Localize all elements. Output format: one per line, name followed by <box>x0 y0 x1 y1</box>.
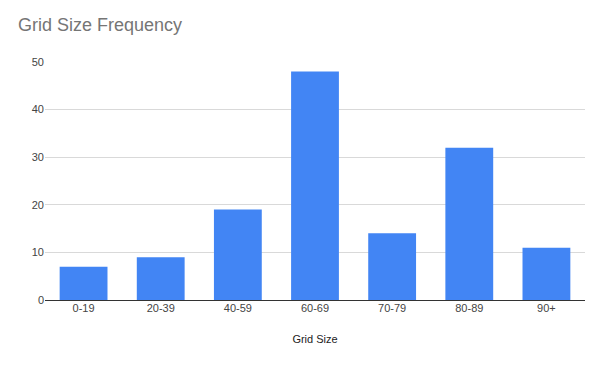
svg-text:50: 50 <box>32 56 44 68</box>
svg-text:0: 0 <box>38 294 44 306</box>
svg-text:90+: 90+ <box>537 302 556 314</box>
svg-text:80-89: 80-89 <box>455 302 483 314</box>
svg-text:10: 10 <box>32 246 44 258</box>
svg-text:Grid Size Frequency: Grid Size Frequency <box>18 15 182 35</box>
svg-text:70-79: 70-79 <box>378 302 406 314</box>
svg-text:40: 40 <box>32 103 44 115</box>
svg-text:60-69: 60-69 <box>301 302 329 314</box>
svg-text:40-59: 40-59 <box>224 302 252 314</box>
svg-text:20: 20 <box>32 199 44 211</box>
svg-text:20-39: 20-39 <box>147 302 175 314</box>
svg-text:Grid Size: Grid Size <box>292 333 337 345</box>
svg-text:0-19: 0-19 <box>73 302 95 314</box>
svg-text:30: 30 <box>32 151 44 163</box>
